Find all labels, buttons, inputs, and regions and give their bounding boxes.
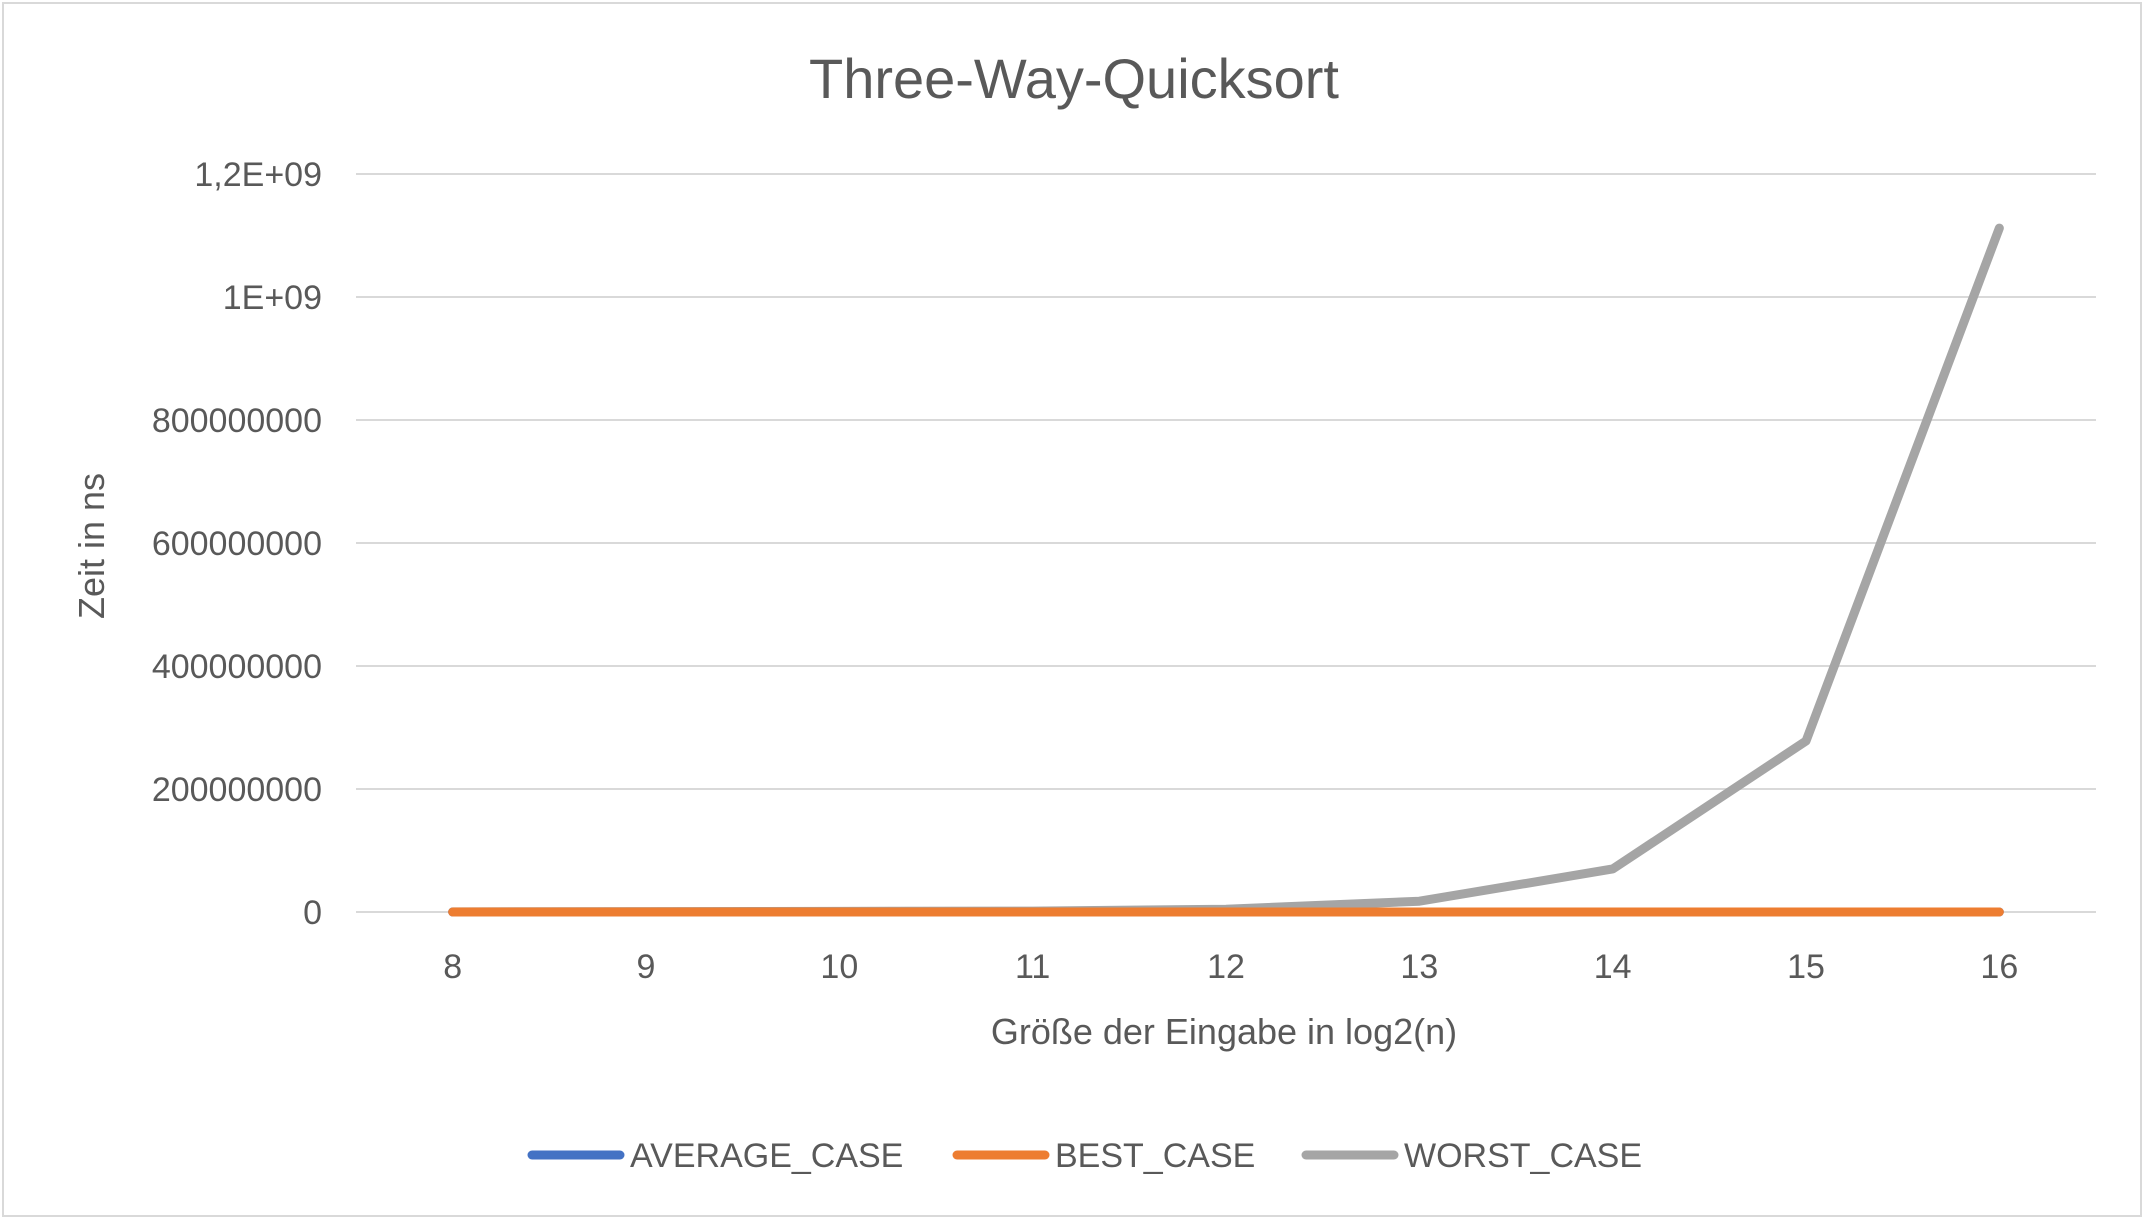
x-tick-labels: 8 9 10 11 12 13 14 15 16 xyxy=(443,948,2018,986)
x-tick-label: 11 xyxy=(1015,948,1050,986)
legend-label: BEST_CASE xyxy=(1055,1137,1255,1175)
line-chart: Three-Way-Quicksort Zeit in ns Größe der… xyxy=(71,47,2096,1175)
x-axis-label: Größe der Eingabe in log2(n) xyxy=(991,1011,1457,1052)
x-tick-label: 13 xyxy=(1400,948,1438,986)
series-line-worst-case xyxy=(448,223,2004,917)
x-tick-label: 15 xyxy=(1787,948,1825,986)
x-tick-label: 16 xyxy=(1980,948,2018,986)
y-tick-label: 800000000 xyxy=(152,402,322,440)
y-tick-label: 0 xyxy=(303,894,322,932)
series-lines xyxy=(448,223,2004,917)
grid-lines xyxy=(356,173,2096,913)
y-axis-label: Zeit in ns xyxy=(71,473,112,619)
chart-title: Three-Way-Quicksort xyxy=(809,47,1339,110)
legend-label: WORST_CASE xyxy=(1404,1137,1642,1175)
y-tick-label: 1E+09 xyxy=(223,279,322,317)
y-tick-label: 200000000 xyxy=(152,771,322,809)
legend: AVERAGE_CASE BEST_CASE WORST_CASE xyxy=(527,1137,1642,1175)
x-tick-label: 12 xyxy=(1207,948,1245,986)
x-tick-label: 10 xyxy=(820,948,858,986)
y-tick-label: 600000000 xyxy=(152,525,322,563)
y-tick-label: 400000000 xyxy=(152,648,322,686)
y-tick-label: 1,2E+09 xyxy=(194,156,322,194)
y-tick-labels: 0 200000000 400000000 600000000 800000000 1E+… xyxy=(152,156,322,932)
legend-label: AVERAGE_CASE xyxy=(630,1137,903,1175)
x-tick-label: 8 xyxy=(443,948,462,986)
x-tick-label: 14 xyxy=(1594,948,1632,986)
x-tick-label: 9 xyxy=(637,948,656,986)
